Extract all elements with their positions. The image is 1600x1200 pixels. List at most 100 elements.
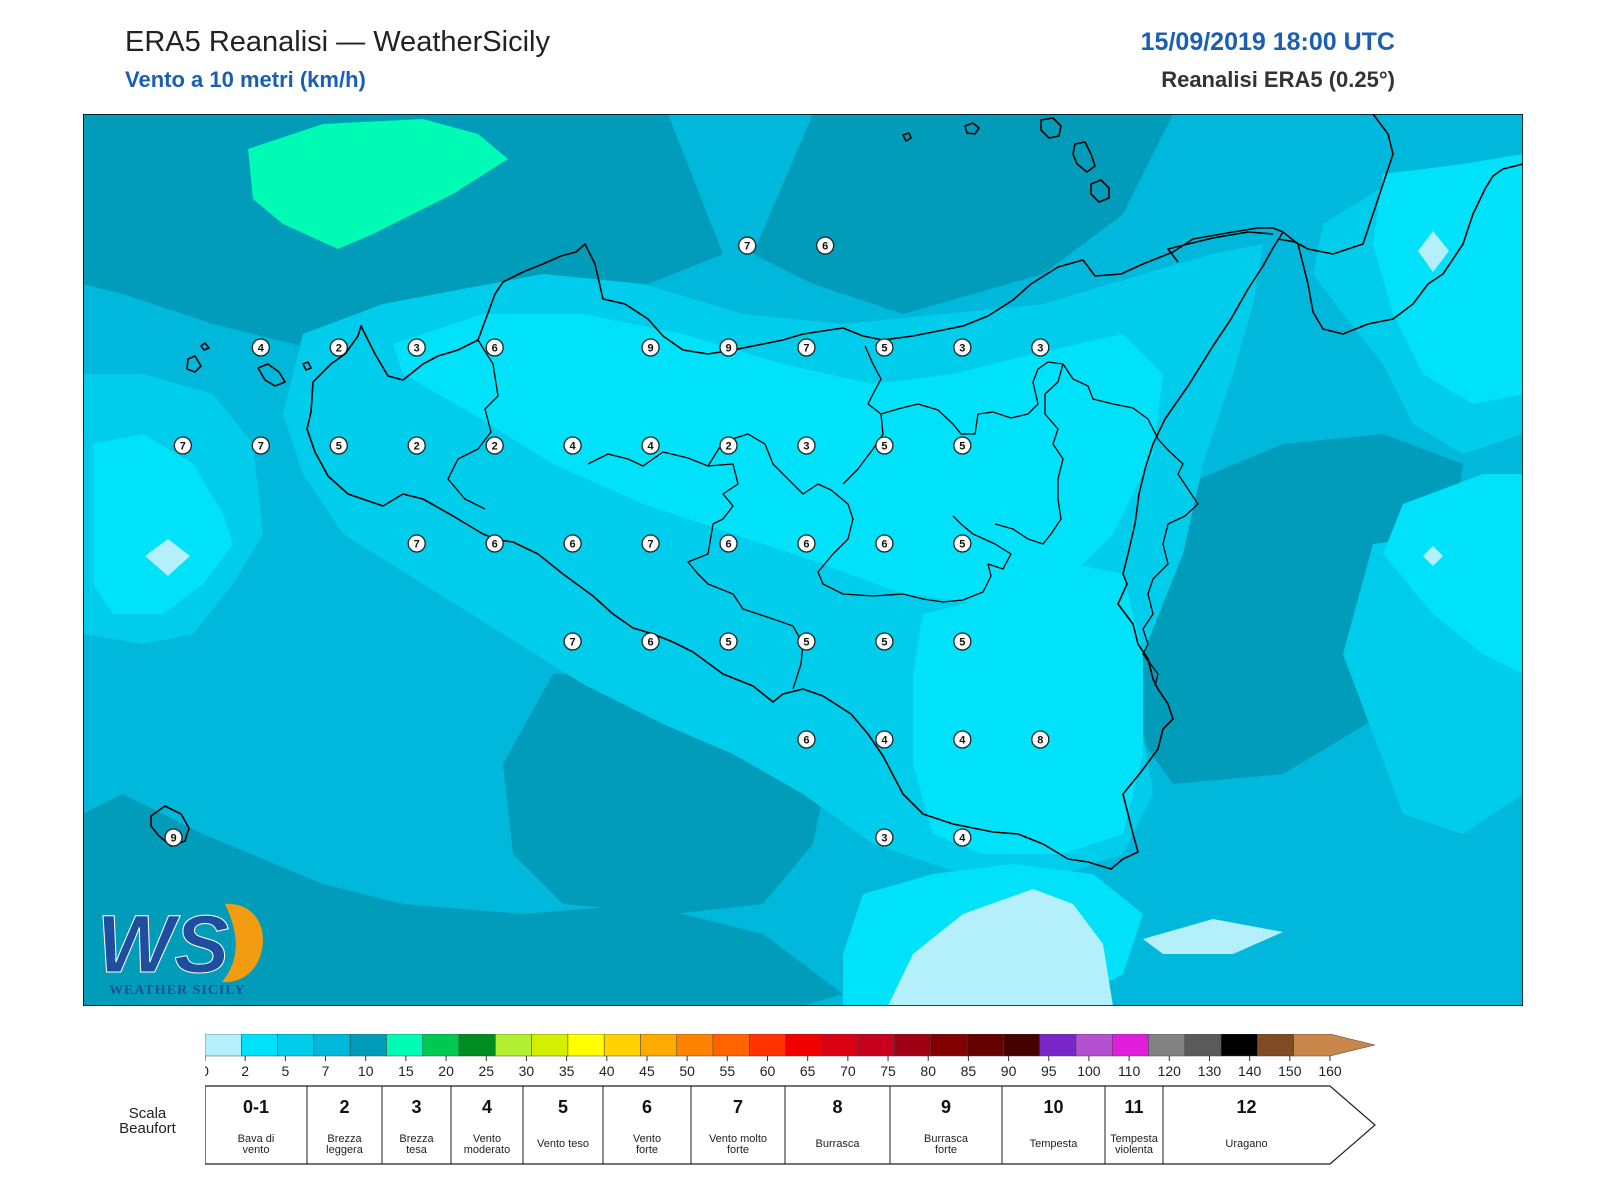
colorbar-tick-label: 85 [961, 1063, 977, 1079]
station-value: 2 [336, 343, 342, 355]
station-value: 5 [803, 637, 809, 649]
station-value: 5 [881, 343, 887, 355]
colorbar-tick-label: 20 [438, 1063, 454, 1079]
station-value: 2 [725, 441, 731, 453]
station-value: 6 [822, 241, 828, 253]
colorbar-swatch [603, 1033, 641, 1057]
station-value: 9 [647, 343, 653, 355]
station-value: 7 [414, 539, 420, 551]
station-marker: 6 [719, 534, 738, 553]
station-value: 6 [570, 539, 576, 551]
field-dark-n [753, 114, 1173, 314]
station-marker: 3 [407, 338, 426, 357]
colorbar-swatch [857, 1033, 895, 1057]
station-marker: 6 [563, 534, 582, 553]
beaufort-number: 11 [1124, 1097, 1143, 1117]
station-value: 9 [170, 833, 176, 845]
station-marker: 5 [875, 338, 894, 357]
colorbar-swatch [676, 1033, 714, 1057]
station-marker: 4 [953, 730, 972, 749]
colorbar-tick-label: 100 [1077, 1063, 1101, 1079]
station-circle [641, 436, 660, 455]
egadi-islands [186, 355, 312, 387]
map-source: Reanalisi ERA5 (0.25°) [1161, 67, 1395, 92]
station-marker: 6 [797, 534, 816, 553]
wind-map-svg: 7 6 4 2 3 6 9 9 7 5 3 3 7 7 5 2 2 4 4 2 3 5 5 7 6 6 7 6 6 6 5 7 6 5 5 5 5 6 4 4… [83, 114, 1523, 1006]
coastline [83, 114, 1523, 1006]
station-value: 9 [725, 343, 731, 355]
station-value: 3 [803, 441, 809, 453]
station-value: 5 [881, 637, 887, 649]
colorbar-swatch [1220, 1033, 1258, 1057]
station-circle [875, 534, 894, 553]
colorbar-tick-label: 30 [519, 1063, 535, 1079]
field-lightest-e [1423, 546, 1443, 566]
sicily-coast [306, 227, 1284, 870]
beaufort-frame [204, 1085, 1376, 1165]
beaufort-number: 12 [1236, 1097, 1256, 1117]
beaufort-number: 7 [733, 1097, 743, 1117]
station-marker: 7 [797, 338, 816, 357]
station-marker: 6 [875, 534, 894, 553]
station-circle [875, 730, 894, 749]
station-marker: 4 [251, 338, 270, 357]
colorbar-swatch [1003, 1033, 1040, 1057]
station-value: 2 [414, 441, 420, 453]
colorbar-swatch [349, 1033, 387, 1057]
beaufort-description: forte [935, 1144, 957, 1156]
colorbar-svg: 0257101520253035404550556065707580859095… [201, 1033, 1376, 1079]
station-value: 5 [959, 539, 965, 551]
colorbar-swatch [966, 1033, 1004, 1057]
field-light-w [93, 434, 233, 614]
colorbar-swatch [531, 1033, 569, 1057]
station-marker: 3 [797, 436, 816, 455]
beaufort-description: Vento [473, 1133, 501, 1145]
colorbar-tick-label: 40 [599, 1063, 615, 1079]
station-marker: 6 [485, 338, 504, 357]
station-marker: 3 [875, 828, 894, 847]
station-marker: 4 [953, 828, 972, 847]
field-light-ne [1373, 154, 1523, 404]
station-value: 5 [336, 441, 342, 453]
colorbar-swatch [495, 1033, 532, 1057]
colorbar-swatch [749, 1033, 786, 1057]
station-value: 6 [803, 539, 809, 551]
colorbar-swatch [930, 1033, 968, 1057]
station-circle [485, 338, 504, 357]
beaufort-number: 5 [558, 1097, 568, 1117]
beaufort-description: Burrasca [924, 1133, 969, 1145]
colorbar-tick-label: 0 [205, 1063, 209, 1079]
station-value: 6 [803, 735, 809, 747]
field-lightest-se [1143, 919, 1283, 954]
beaufort-description: Tempesta [1110, 1133, 1159, 1145]
colorbar-tick-label: 65 [800, 1063, 816, 1079]
station-marker: 7 [407, 534, 426, 553]
colorbar-swatch [785, 1033, 823, 1057]
station-value: 5 [959, 637, 965, 649]
station-circle [164, 828, 183, 847]
station-value: 7 [570, 637, 576, 649]
station-circle [953, 534, 972, 553]
station-marker: 2 [485, 436, 504, 455]
beaufort-label: Scala Beaufort [119, 1105, 176, 1137]
colorbar-tick-label: 90 [1001, 1063, 1017, 1079]
colorbar-tick-label: 130 [1198, 1063, 1222, 1079]
station-circle [563, 632, 582, 651]
station-circle [875, 436, 894, 455]
colorbar-tick-label: 140 [1238, 1063, 1262, 1079]
colorbar-tick-label: 35 [559, 1063, 575, 1079]
beaufort-number: 4 [482, 1097, 492, 1117]
map-title: ERA5 Reanalisi — WeatherSicily [125, 26, 550, 58]
station-value: 4 [570, 441, 577, 453]
colorbar-tick-label: 95 [1041, 1063, 1057, 1079]
station-circle [797, 534, 816, 553]
station-marker: 4 [875, 730, 894, 749]
station-value: 6 [647, 637, 653, 649]
station-value: 7 [803, 343, 809, 355]
station-value: 5 [881, 441, 887, 453]
station-value: 3 [881, 833, 887, 845]
wind-map: 7 6 4 2 3 6 9 9 7 5 3 3 7 7 5 2 2 4 4 2 3 5 5 7 6 6 7 6 6 6 5 7 6 5 5 5 5 6 4 4… [83, 114, 1523, 1006]
station-marker: 3 [1031, 338, 1050, 357]
beaufort-number: 2 [339, 1097, 349, 1117]
